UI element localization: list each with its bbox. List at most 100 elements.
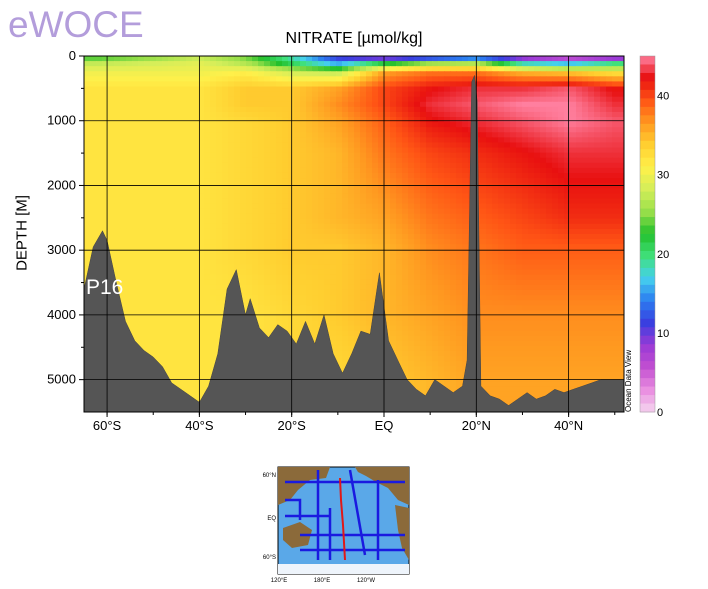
- heat-cell: [252, 300, 259, 306]
- heat-cell: [198, 289, 205, 296]
- heat-cell: [240, 223, 247, 230]
- heat-cell: [342, 310, 349, 316]
- heat-cell: [582, 162, 589, 169]
- heat-cell: [144, 315, 151, 322]
- heat-cell: [168, 157, 175, 164]
- heat-cell: [384, 86, 391, 93]
- heat-cell: [402, 127, 409, 133]
- heat-cell: [456, 122, 463, 128]
- heat-cell: [372, 81, 379, 88]
- heat-cell: [558, 111, 565, 118]
- heat-cell: [270, 56, 277, 62]
- heat-cell: [480, 132, 487, 138]
- heat-cell: [372, 223, 379, 230]
- heat-cell: [108, 249, 115, 255]
- heat-cell: [192, 254, 199, 261]
- heat-cell: [312, 335, 319, 342]
- heat-cell: [216, 142, 223, 149]
- heat-cell: [246, 198, 253, 205]
- heat-cell: [132, 315, 139, 322]
- heat-cell: [498, 320, 505, 327]
- heat-cell: [318, 305, 325, 311]
- heat-cell: [360, 101, 367, 108]
- heat-cell: [186, 300, 193, 306]
- heat-cell: [468, 71, 475, 77]
- heat-cell: [96, 162, 103, 169]
- heat-cell: [126, 284, 133, 291]
- heat-cell: [240, 284, 247, 291]
- heat-cell: [582, 81, 589, 88]
- heat-cell: [462, 86, 469, 93]
- heat-cell: [192, 111, 199, 118]
- heat-cell: [492, 111, 499, 118]
- heat-cell: [570, 239, 577, 245]
- heat-cell: [540, 284, 547, 291]
- heat-cell: [204, 239, 211, 245]
- heat-cell: [432, 162, 439, 169]
- heat-cell: [162, 132, 169, 138]
- heat-cell: [540, 315, 547, 322]
- heat-cell: [294, 56, 301, 62]
- heat-cell: [534, 203, 541, 210]
- heat-cell: [186, 330, 193, 337]
- heat-cell: [108, 81, 115, 88]
- heat-cell: [354, 269, 361, 276]
- heat-cell: [102, 218, 109, 225]
- heat-cell: [480, 198, 487, 205]
- heat-cell: [546, 295, 553, 301]
- heat-cell: [480, 254, 487, 261]
- heat-cell: [168, 162, 175, 169]
- heat-cell: [552, 56, 559, 62]
- heat-cell: [240, 172, 247, 179]
- heat-cell: [540, 56, 547, 62]
- heat-cell: [174, 244, 181, 250]
- heat-cell: [330, 330, 337, 337]
- heat-cell: [216, 183, 223, 189]
- heat-cell: [480, 289, 487, 296]
- heat-cell: [354, 132, 361, 138]
- heat-cell: [540, 228, 547, 235]
- heat-cell: [504, 244, 511, 250]
- heat-cell: [96, 122, 103, 128]
- heat-cell: [336, 86, 343, 93]
- heat-cell: [378, 152, 385, 159]
- heat-cell: [180, 218, 187, 225]
- heat-cell: [84, 137, 91, 144]
- heat-cell: [588, 289, 595, 296]
- heat-cell: [324, 172, 331, 179]
- heat-cell: [138, 96, 145, 103]
- heat-cell: [456, 254, 463, 261]
- heat-cell: [114, 127, 121, 133]
- heat-cell: [426, 142, 433, 149]
- heat-cell: [480, 213, 487, 220]
- heat-cell: [270, 193, 277, 199]
- heat-cell: [522, 167, 529, 174]
- heat-cell: [162, 101, 169, 108]
- heat-cell: [480, 101, 487, 108]
- heat-cell: [150, 295, 157, 301]
- heat-cell: [510, 101, 517, 108]
- heat-cell: [564, 325, 571, 332]
- heat-cell: [522, 91, 529, 98]
- heat-cell: [372, 71, 379, 77]
- heat-cell: [270, 183, 277, 189]
- heat-cell: [342, 259, 349, 266]
- heat-cell: [480, 279, 487, 286]
- heat-cell: [354, 76, 361, 83]
- heat-cell: [228, 188, 235, 194]
- heat-cell: [312, 81, 319, 88]
- heat-cell: [402, 71, 409, 77]
- heat-cell: [354, 101, 361, 108]
- heat-cell: [114, 239, 121, 245]
- heat-cell: [198, 330, 205, 337]
- heat-cell: [414, 86, 421, 93]
- heat-cell: [522, 295, 529, 301]
- heat-cell: [150, 249, 157, 255]
- heat-cell: [282, 167, 289, 174]
- heat-cell: [318, 56, 325, 62]
- heat-cell: [558, 244, 565, 250]
- heat-cell: [156, 111, 163, 118]
- heat-cell: [240, 234, 247, 240]
- heat-cell: [618, 86, 624, 93]
- heat-cell: [432, 101, 439, 108]
